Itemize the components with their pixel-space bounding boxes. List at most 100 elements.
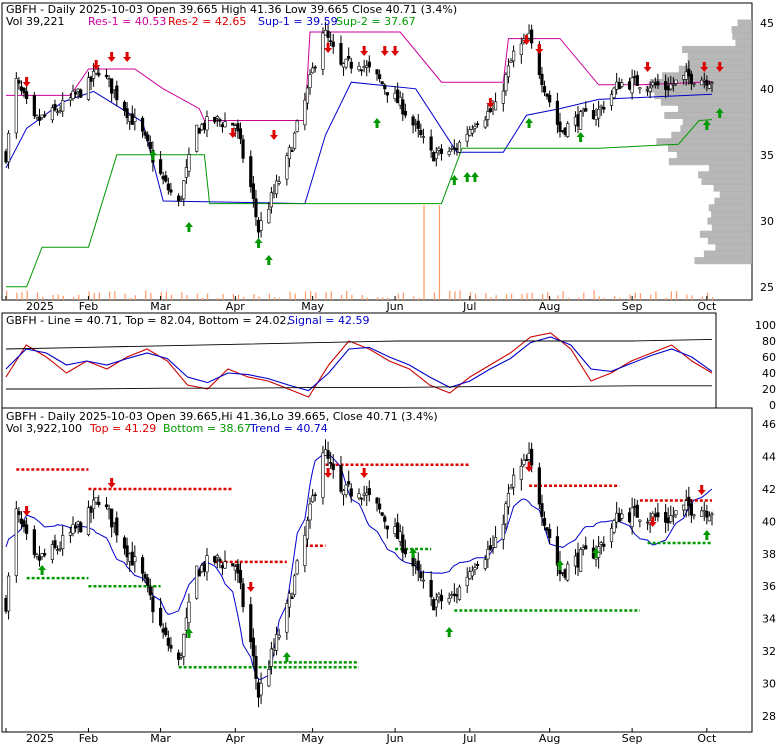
candle-body [630, 507, 634, 527]
candle-body [329, 462, 333, 464]
candle-body [321, 32, 325, 70]
trend-value-label: Trend = 40.74 [249, 422, 328, 435]
trend-sell-arrow [107, 478, 116, 488]
candle-body [331, 463, 335, 470]
volume-bar [62, 295, 64, 300]
candle-body [285, 603, 289, 633]
candle-body [540, 73, 544, 86]
volume-bar [438, 205, 441, 300]
candle-body [627, 512, 632, 523]
candle-body [545, 93, 549, 97]
candle-body [115, 85, 119, 101]
trend-sell-arrow [525, 462, 534, 472]
candle-body [635, 75, 639, 86]
volume-bar [165, 291, 167, 300]
volume-profile-bar [687, 52, 752, 60]
buy-arrow [470, 172, 479, 182]
candle-body [468, 129, 472, 136]
volume-bar [129, 297, 131, 300]
volume-profile-bar [654, 92, 752, 100]
candle-body [393, 92, 397, 100]
volume-bar [304, 291, 307, 300]
volume-bar [78, 294, 80, 300]
candle-body [344, 484, 348, 496]
oscillator-y-tick: 0 [769, 399, 776, 412]
candle-body [73, 92, 78, 95]
candle-body [359, 69, 364, 72]
price-levels-x-tick-label: Oct [697, 300, 717, 313]
volume-bar [562, 291, 564, 300]
volume-bar [366, 297, 368, 300]
candle-body [22, 520, 26, 527]
candle-body [128, 114, 132, 122]
trend-arrows [22, 462, 711, 662]
candle-body [700, 510, 704, 517]
price-levels-y-tick: 30 [760, 215, 774, 228]
volume-profile-bar [707, 237, 752, 245]
trend-sell-arrow [360, 468, 369, 478]
candle-body [19, 518, 24, 524]
candle-body [656, 512, 660, 518]
candle-body [311, 495, 315, 503]
candle-body [76, 521, 80, 525]
candle-body [692, 514, 696, 517]
candle-body [205, 555, 209, 573]
candle-body [548, 94, 552, 103]
candle-body [548, 528, 552, 539]
volume-profile-bar [668, 158, 752, 166]
volume-profile-bar [708, 204, 752, 212]
candle-body [429, 136, 433, 151]
candle-body [504, 74, 508, 92]
candle-body [434, 599, 438, 608]
buy-arrow [463, 172, 472, 182]
candle-body [184, 167, 188, 178]
candle-body [347, 481, 351, 485]
candle-body [594, 115, 598, 120]
candle-body [591, 110, 596, 120]
candle-body [591, 547, 596, 559]
price-levels-header: GBFH - Daily 2025-10-03 Open 39.665 High… [6, 3, 457, 28]
volume-bar [346, 290, 348, 300]
candle-body [702, 510, 706, 513]
candle-body [362, 66, 366, 68]
candle-body [107, 78, 111, 80]
candle-body [140, 117, 145, 132]
res2-label: Res-2 = 42.65 [168, 15, 246, 28]
volume-bar [232, 294, 234, 300]
candle-body [86, 77, 91, 100]
candle-body [578, 549, 583, 572]
candle-body [97, 501, 101, 505]
candle-body [55, 111, 60, 114]
candle-body [104, 504, 109, 507]
price-trend-y-tick: 36 [762, 580, 776, 593]
candle-body [25, 91, 29, 99]
candle-body [4, 151, 8, 163]
candle-body [179, 198, 183, 200]
candle-body [40, 553, 44, 557]
candle-body [146, 577, 150, 586]
candle-body [182, 633, 186, 657]
candle-body [671, 515, 675, 518]
candle-body [638, 87, 642, 90]
candle-body [475, 563, 480, 566]
candle-body [666, 517, 670, 524]
price-levels-x-tick-label: Feb [79, 300, 98, 313]
price-trend-x-tick-label: Aug [539, 732, 560, 745]
candle-body [292, 575, 297, 595]
trend-buy-arrow [445, 627, 454, 637]
candle-body [115, 517, 119, 536]
volume-bar [665, 297, 667, 300]
candle-body [414, 123, 418, 125]
candle-body [277, 181, 281, 184]
candle-body [92, 71, 96, 79]
candle-body [380, 81, 384, 85]
volume-profile-bar [682, 118, 752, 126]
sell-arrow [92, 60, 101, 70]
candle-body [218, 558, 222, 562]
candle-body [645, 521, 650, 524]
price-levels-x-ticks: 2025 Feb Mar Apr May Jun Jul Aug Sep Oct [5, 296, 717, 313]
volume-bar [206, 293, 209, 300]
candle-body [612, 520, 616, 533]
candle-body [233, 125, 237, 129]
price-trend-frame [1, 407, 753, 733]
